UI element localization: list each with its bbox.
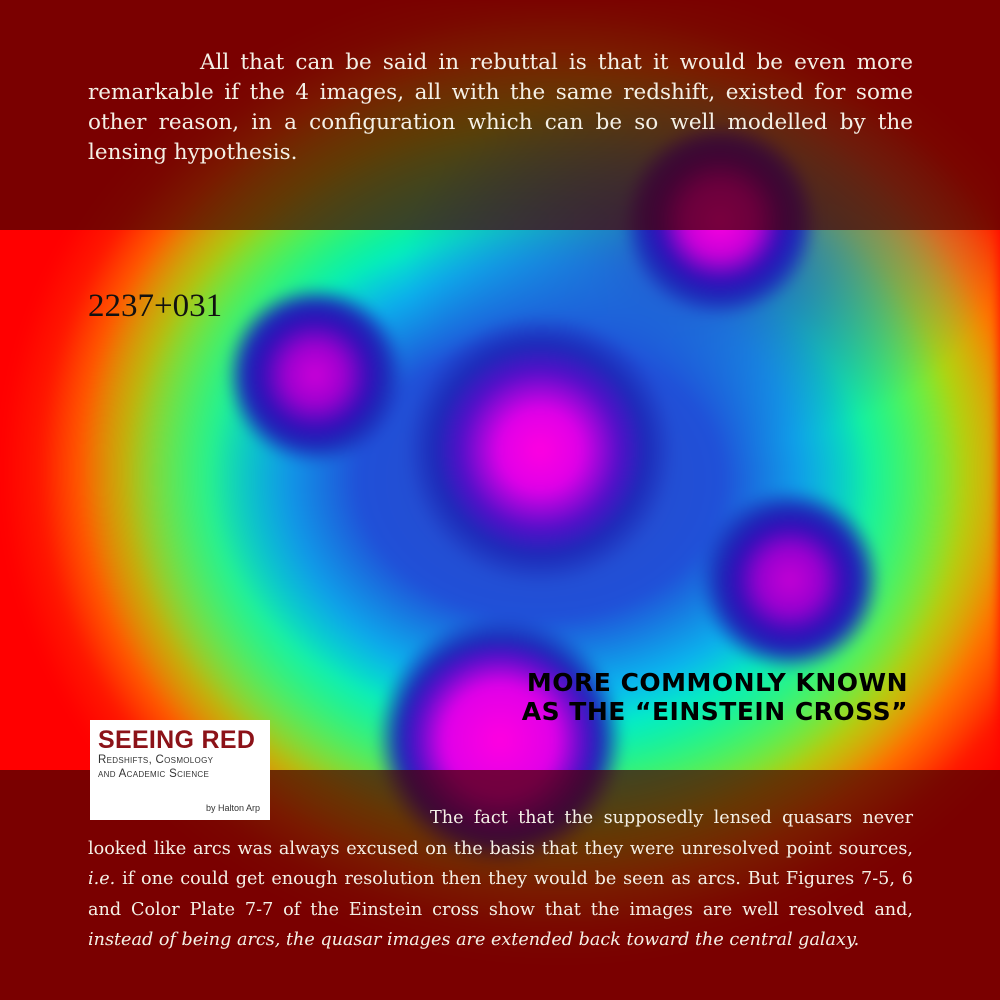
callout-line-2: as the “Einstein Cross” (521, 697, 908, 726)
footer-text-part-1: The fact that the supposedly lensed quas… (88, 808, 913, 859)
footer-ie: i.e. (88, 869, 116, 889)
object-label: 2237+031 (88, 288, 223, 324)
einstein-cross-callout: More commonly known as the “Einstein Cro… (522, 668, 908, 726)
book-subtitle-line-2: and Academic Science (98, 768, 210, 780)
book-title: SEEING RED (98, 726, 256, 754)
top-text-band (0, 0, 1000, 230)
footer-paragraph: The fact that the supposedly lensed quas… (88, 803, 913, 956)
header-paragraph: All that can be said in rebuttal is that… (88, 50, 913, 165)
book-subtitle-line-1: Redshifts, Cosmology (98, 754, 214, 766)
book-author: by Halton Arp (205, 803, 260, 813)
footer-emphasis: instead of being arcs, the quasar images… (88, 930, 860, 950)
callout-line-1: More commonly known (526, 668, 908, 697)
footer-text-part-2: if one could get enough resolution then … (88, 869, 913, 920)
book-cover: SEEING RED Redshifts, Cosmology and Acad… (90, 720, 270, 820)
